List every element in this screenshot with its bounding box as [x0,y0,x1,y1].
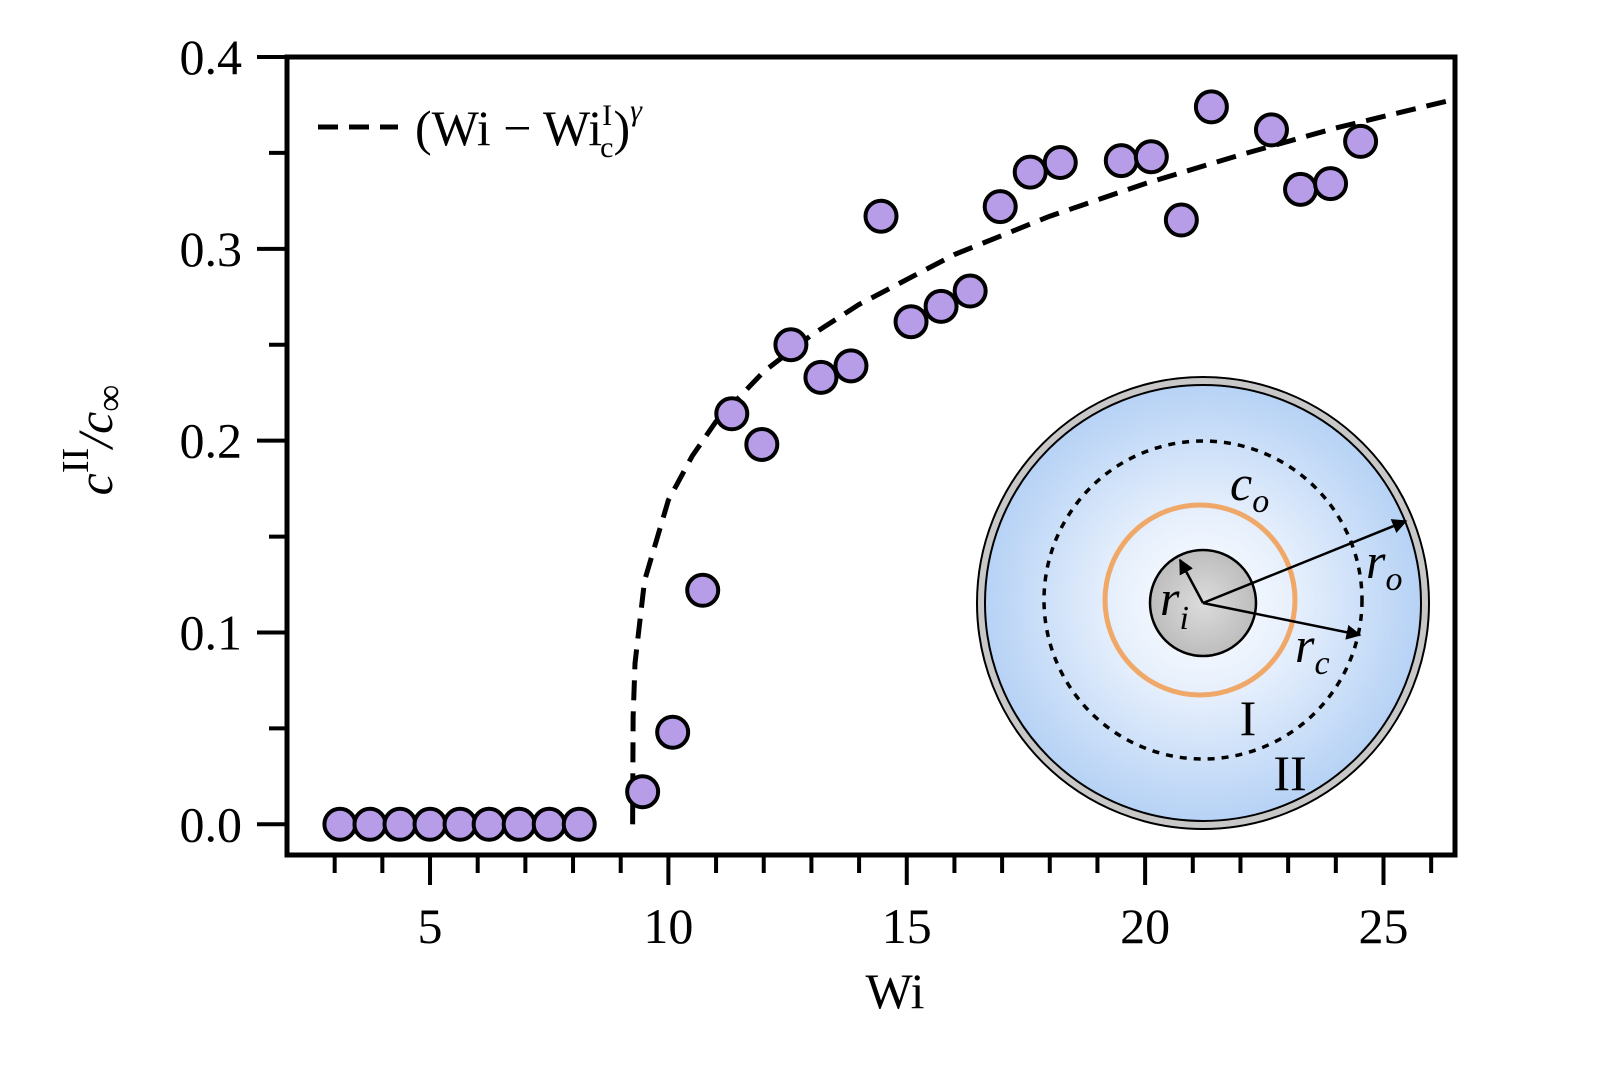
label-region-2: II [1273,745,1306,801]
data-point [982,189,1018,225]
x-tick-label: 5 [418,898,443,954]
plot-area: 0.0 0.1 0.2 0.3 0.4 5 10 15 20 25 [180,29,1456,954]
label-region-1: I [1240,690,1257,746]
data-point [412,806,448,842]
label-rc: rc [1295,617,1330,682]
y-tick-label: 0.1 [180,604,243,660]
data-point [1103,143,1139,179]
data-point [561,806,597,842]
critical-radius [1042,439,1364,761]
arrow-ri [1178,558,1205,604]
data-point [1283,171,1319,207]
data-point [1343,123,1379,159]
axes-frame [284,54,1458,858]
data-point [773,327,809,363]
x-tick-label: 20 [1120,898,1170,954]
data-point [471,806,507,842]
legend: (Wi − WiI c)γ [318,94,643,164]
data-point [1042,145,1078,181]
interface [1102,502,1298,698]
data-point [625,774,661,810]
data-point [442,806,478,842]
data-point [803,359,839,395]
data-point [714,396,750,432]
data-point [352,806,388,842]
fit-curve [630,96,1456,825]
label-ro: ro [1366,533,1402,598]
data-point [923,288,959,324]
data-point [655,714,691,750]
x-axis-label: Wi [865,963,924,1019]
x-tick-label: 25 [1358,898,1408,954]
data-point [1193,89,1229,125]
data-point [685,572,721,608]
y-tick-label: 0.3 [180,221,243,277]
data-point [1313,166,1349,202]
data-point [1133,139,1169,175]
x-tick-label: 10 [643,898,693,954]
data-point [952,273,988,309]
data-point [744,426,780,462]
inset-diagram: co ro ri rc I II [976,376,1430,830]
data-point [893,304,929,340]
data-point [531,806,567,842]
x-tick-label: 15 [882,898,932,954]
label-ri: ri [1160,570,1189,637]
data-point [1163,202,1199,238]
data-point [1012,154,1048,190]
data-point [1253,112,1289,148]
label-co: co [1230,455,1269,520]
data-point [833,348,869,384]
data-point [322,806,358,842]
data-point [863,198,899,234]
data-point [501,806,537,842]
y-tick-label: 0.4 [180,29,243,85]
y-axis-label: cII/c∞ [55,385,131,496]
y-tick-label: 0.0 [180,796,243,852]
arrow-ro [1202,519,1408,605]
data-point [382,806,418,842]
legend-label: (Wi − WiI c)γ [415,94,643,164]
arrow-rc [1202,601,1362,640]
y-tick-label: 0.2 [180,413,243,469]
